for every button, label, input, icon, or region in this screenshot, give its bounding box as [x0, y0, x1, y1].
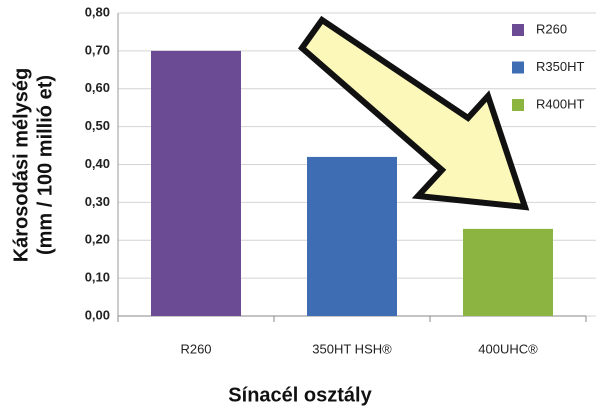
x-tick-label: 350HT HSH® [312, 341, 392, 356]
legend-label: R400HT [536, 96, 584, 111]
y-tick-label: 0,60 [85, 80, 110, 95]
legend-swatch [512, 24, 524, 36]
y-tick-label: 0,30 [85, 194, 110, 209]
y-tick-label: 0,20 [85, 232, 110, 247]
bar [151, 50, 241, 316]
x-tick-label: 400UHC® [478, 341, 538, 356]
arrow [297, 15, 530, 211]
y-tick-label: 0,80 [85, 4, 110, 19]
y-tick-label: 0,10 [85, 270, 110, 285]
bar [307, 156, 397, 316]
plot: 0,00 0,10 0,20 0,30 0,40 0,50 0,60 0,70 0,80 R260… [85, 4, 596, 356]
x-axis-label: Sínacél osztály [228, 384, 372, 406]
y-axis-label: (mm / 100 millió et) [34, 75, 56, 255]
legend-swatch [512, 99, 524, 111]
x-tick-label: R260 [180, 341, 211, 356]
y-tick-label: 0,40 [85, 156, 110, 171]
legend-label: R350HT [536, 59, 584, 74]
legend-swatch [512, 61, 524, 74]
y-tick-label: 0,70 [85, 42, 110, 57]
y-tick-label: 0,00 [85, 307, 110, 322]
y-axis-label: Károsodási mélység [10, 68, 32, 263]
legend-label: R260 [536, 21, 567, 36]
bar [463, 228, 553, 316]
y-tick-label: 0,50 [85, 118, 110, 133]
